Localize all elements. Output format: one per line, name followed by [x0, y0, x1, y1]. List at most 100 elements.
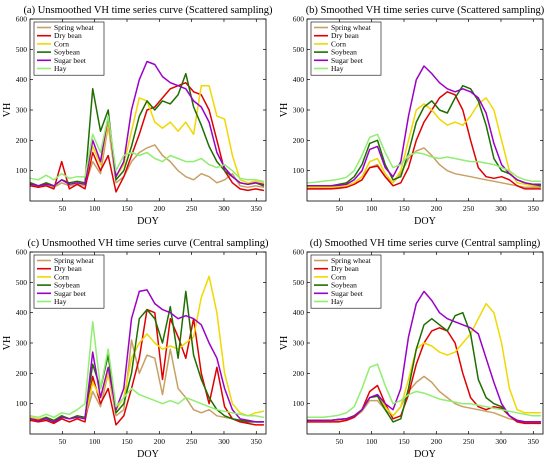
panel-b-legend-box	[310, 21, 382, 76]
panel-a-legend-box	[33, 21, 105, 76]
panel-c-ytick-label: 400	[16, 308, 28, 317]
panel-a-xtick-label: 350	[251, 204, 263, 213]
panel-a-xtick-label: 250	[186, 204, 198, 213]
panel-a: (a) Unsmoothed VH time series curve (Sca…	[2, 5, 273, 227]
panel-a-xtick-label: 300	[218, 204, 230, 213]
panel-a-legend-label: Soybean	[54, 48, 80, 57]
panel-a-xtick-label: 200	[154, 204, 166, 213]
panel-a-xlabel: DOY	[137, 216, 159, 227]
panel-d-legend-label: Hay	[331, 297, 344, 306]
panel-d-ytick-label: 200	[293, 369, 305, 378]
panel-c-xtick-label: 50	[59, 437, 67, 446]
panel-b: (b) Smoothed VH time series curve (Scatt…	[279, 5, 545, 227]
panel-b-legend-label: Soybean	[331, 48, 357, 57]
panel-b-line-dry-bean	[307, 91, 542, 190]
panel-d-xtick-label: 50	[336, 437, 344, 446]
panel-c-xtick-label: 300	[218, 437, 230, 446]
panel-a-ytick-label: 600	[16, 15, 28, 24]
panel-b-xlabel: DOY	[414, 216, 436, 227]
panel-d-title: (d) Smoothed VH time series curve (Centr…	[310, 238, 541, 249]
panel-b-ylabel: VH	[279, 103, 290, 117]
panel-d-ytick-label: 500	[293, 278, 305, 287]
panel-d-xtick-label: 300	[495, 437, 507, 446]
panel-a-ytick-label: 100	[16, 166, 28, 175]
panel-d-legend-label: Dry bean	[331, 264, 359, 273]
panel-c-series	[30, 275, 265, 426]
panel-b-xtick-label: 150	[398, 204, 410, 213]
panel-c-ytick-label: 600	[16, 248, 28, 257]
panel-a-line-hay	[30, 115, 265, 183]
panel-c-ytick-label: 200	[16, 369, 28, 378]
panel-b-xtick-label: 300	[495, 204, 507, 213]
panel-c-xtick-label: 350	[251, 437, 263, 446]
panel-b-legend-label: Corn	[331, 39, 346, 48]
panel-c-legend-label: Hay	[54, 297, 67, 306]
panel-c-legend-label: Dry bean	[54, 264, 82, 273]
panel-b-legend-label: Hay	[331, 64, 344, 73]
panel-a-legend-label: Dry bean	[54, 31, 82, 40]
panel-d-series	[307, 290, 542, 425]
panel-a-xtick-label: 100	[89, 204, 101, 213]
panel-d-legend-label: Corn	[331, 272, 346, 281]
panel-d-ytick-label: 100	[293, 399, 305, 408]
panel-c-legend-label: Sugar beet	[54, 289, 87, 298]
panel-d-line-hay	[307, 363, 542, 419]
panel-c-xtick-label: 100	[89, 437, 101, 446]
panel-c-legend-label: Spring wheat	[54, 256, 95, 265]
panel-b-ytick-label: 500	[293, 45, 305, 54]
panel-d-xtick-label: 150	[398, 437, 410, 446]
panel-d-ytick-label: 400	[293, 308, 305, 317]
panel-a-line-spring-wheat	[30, 124, 265, 189]
panel-b-xtick-label: 100	[366, 204, 378, 213]
panel-c-ytick-label: 300	[16, 339, 28, 348]
panel-b-xtick-label: 250	[463, 204, 475, 213]
panel-b-line-corn	[307, 97, 542, 189]
panel-d: (d) Smoothed VH time series curve (Centr…	[279, 238, 544, 460]
panel-c-xtick-label: 200	[154, 437, 166, 446]
panel-d-ylabel: VH	[279, 336, 290, 350]
panel-a-ytick-label: 300	[16, 106, 28, 115]
panel-d-line-corn	[307, 302, 542, 422]
panel-d-legend-box	[310, 254, 382, 309]
panel-b-line-sugar-beet	[307, 65, 542, 187]
panel-c-line-spring-wheat	[30, 339, 265, 423]
panel-c-xtick-label: 150	[121, 437, 133, 446]
panel-b-legend-label: Sugar beet	[331, 56, 364, 65]
panel-d-ytick-label: 300	[293, 339, 305, 348]
panel-b-xtick-label: 350	[528, 204, 540, 213]
panel-b-xtick-label: 50	[336, 204, 344, 213]
panel-d-xtick-label: 200	[431, 437, 443, 446]
panel-a-xtick-label: 50	[59, 204, 67, 213]
panel-b-ytick-label: 300	[293, 106, 305, 115]
panel-b-title: (b) Smoothed VH time series curve (Scatt…	[306, 5, 545, 16]
panel-c-ylabel: VH	[2, 336, 13, 350]
panel-b-xtick-label: 200	[431, 204, 443, 213]
panel-c-xtick-label: 250	[186, 437, 198, 446]
panel-a-line-sugar-beet	[30, 60, 265, 187]
panel-a-legend-label: Corn	[54, 39, 69, 48]
panel-a-ylabel: VH	[2, 103, 13, 117]
panel-c-line-hay	[30, 321, 265, 419]
panel-a-ytick-label: 200	[16, 136, 28, 145]
panel-c-legend-label: Corn	[54, 272, 69, 281]
panel-d-xtick-label: 250	[463, 437, 475, 446]
panel-a-series	[30, 60, 265, 193]
panel-d-ytick-label: 600	[293, 248, 305, 257]
panel-b-ytick-label: 200	[293, 136, 305, 145]
panel-c-legend-box	[33, 254, 105, 309]
panel-d-legend-label: Sugar beet	[331, 289, 364, 298]
panel-c-line-dry-bean	[30, 308, 265, 426]
panel-c-legend-label: Soybean	[54, 281, 80, 290]
panel-d-line-sugar-beet	[307, 290, 542, 423]
panel-b-line-soybean	[307, 84, 542, 187]
panel-d-xlabel: DOY	[414, 449, 436, 460]
panel-d-xtick-label: 100	[366, 437, 378, 446]
panel-a-ytick-label: 400	[16, 75, 28, 84]
panel-a-title: (a) Unsmoothed VH time series curve (Sca…	[23, 5, 273, 16]
panel-c-xlabel: DOY	[137, 449, 159, 460]
